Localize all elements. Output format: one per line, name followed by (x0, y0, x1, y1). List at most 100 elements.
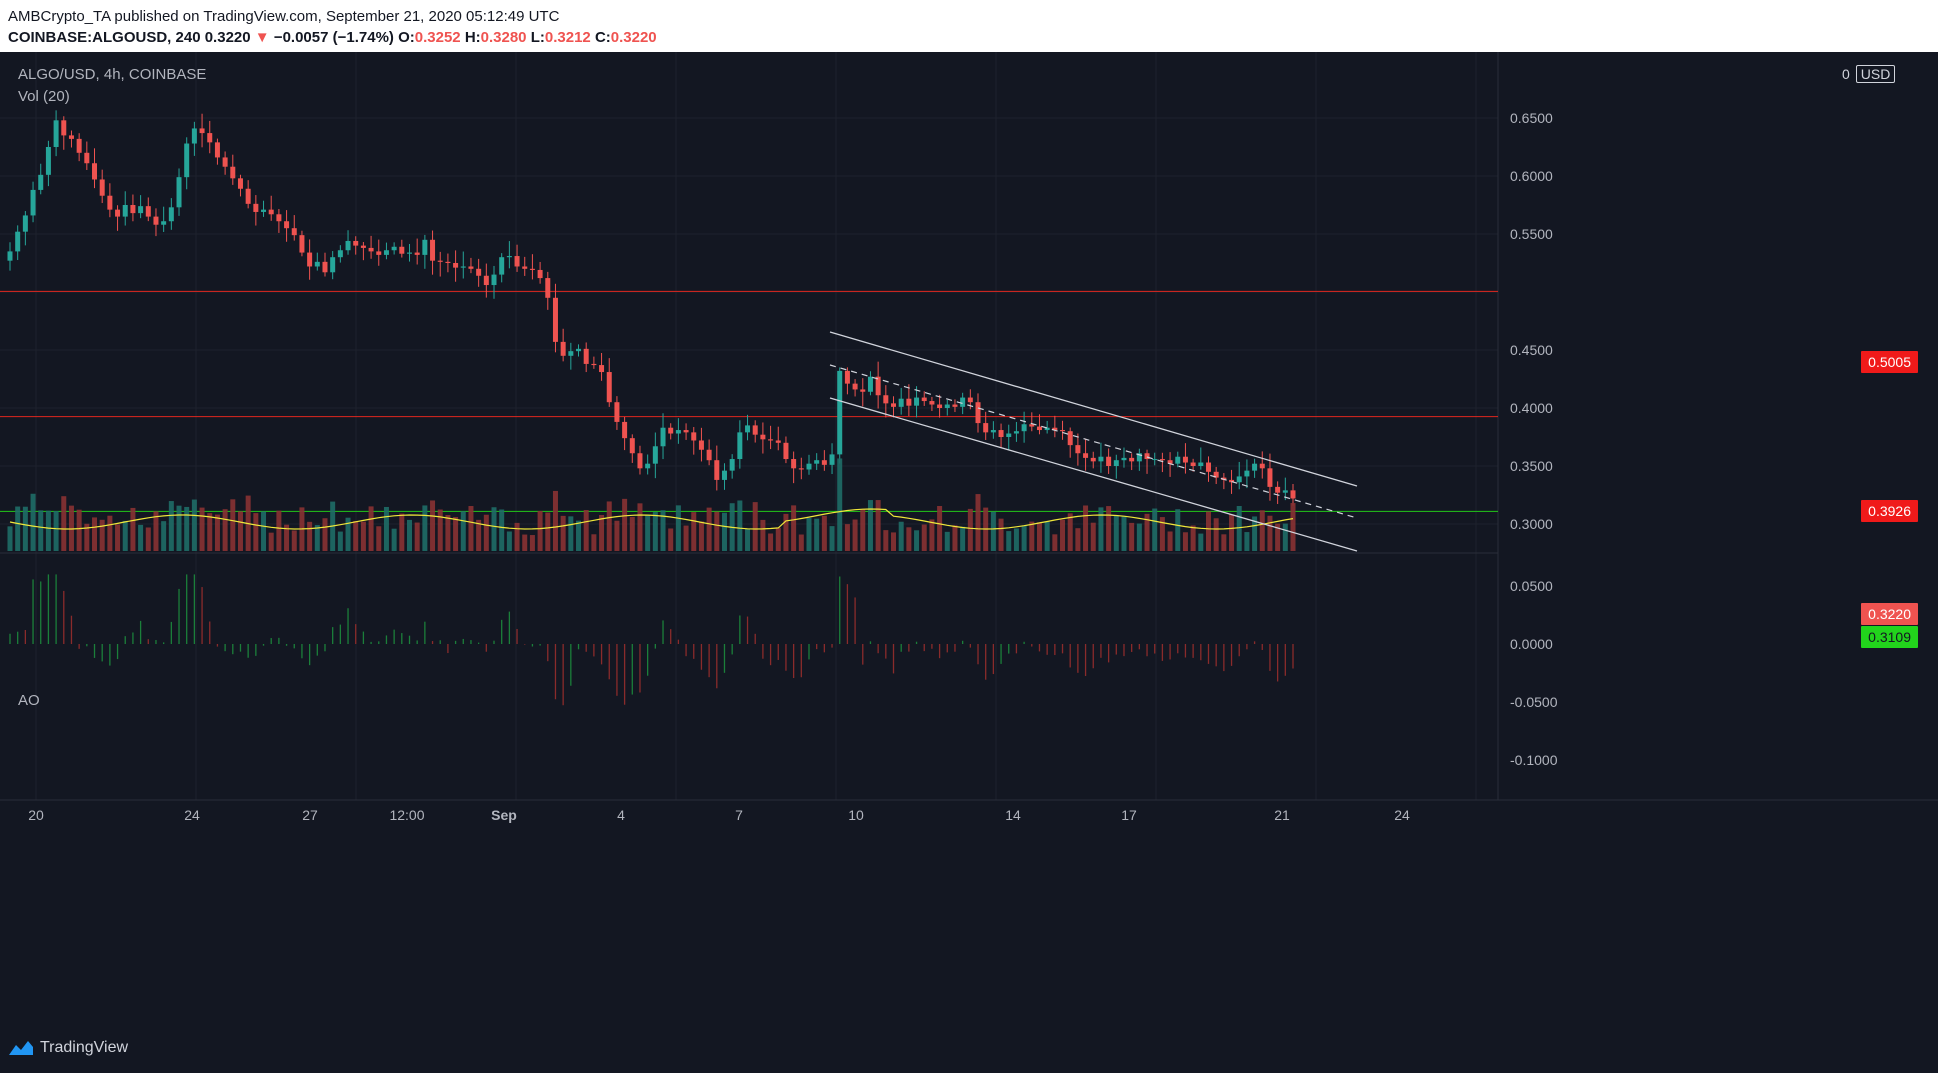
volume-bar (99, 519, 105, 551)
ao-tick-label: -0.1000 (1510, 752, 1558, 768)
candle-body (921, 397, 927, 402)
volume-bar (1221, 534, 1227, 551)
candle-body (706, 449, 712, 461)
volume-bar (1205, 511, 1211, 551)
volume-bar (322, 518, 328, 551)
candle-body (506, 256, 512, 258)
candle-body (1190, 462, 1196, 466)
candle-body (1067, 431, 1073, 446)
price-change: −0.0057 (−1.74%) (273, 29, 394, 46)
candle-body (614, 402, 620, 422)
price-tick-label: 0.3000 (1510, 516, 1553, 532)
candle-body (975, 402, 981, 424)
candle-body (837, 370, 843, 455)
volume-bar (1236, 506, 1242, 551)
candle-body (514, 256, 520, 267)
volume-bar (15, 506, 21, 551)
candle-body (606, 372, 612, 403)
volume-bar (122, 520, 128, 551)
last-price: 0.3220 (204, 29, 251, 46)
high-value: 0.3280 (480, 29, 527, 46)
volume-bar (1144, 513, 1150, 551)
candle-body (737, 432, 743, 460)
candle-body (1090, 457, 1096, 462)
candle-body (1129, 457, 1135, 462)
time-tick-label: 7 (735, 807, 743, 823)
candle-body (775, 440, 781, 443)
candle-body (353, 240, 359, 246)
tradingview-brand[interactable]: TradingView (8, 1039, 128, 1057)
volume-bar (184, 506, 190, 551)
volume-bar (491, 507, 497, 551)
candle-body (399, 246, 405, 254)
currency-label: USD (1855, 65, 1896, 83)
time-tick-label: 10 (848, 807, 864, 823)
chart-canvas[interactable]: 0.6500 0.6000 0.5500 0.4500 0.4000 0.3500 0.30… (0, 52, 1938, 1025)
volume-bar (552, 490, 558, 551)
volume-bar (944, 531, 950, 551)
ao-tick-label: 0.0000 (1510, 636, 1553, 652)
candle-body (798, 468, 804, 470)
volume-bar (975, 494, 981, 551)
candle-body (1244, 470, 1250, 477)
volume-bar (145, 527, 151, 551)
candle-body (76, 138, 82, 153)
candle-body (253, 203, 259, 212)
volume-bar (844, 524, 850, 551)
volume-bar (1029, 521, 1035, 551)
volume-bar (1190, 525, 1196, 551)
level-tag-0.3926: 0.3926 (1861, 500, 1918, 522)
volume-bar (383, 506, 389, 551)
volume-bar (1060, 519, 1066, 551)
volume-bar (990, 511, 996, 551)
volume-bar (1267, 515, 1273, 551)
volume-bar (307, 521, 313, 551)
candle-body (814, 460, 820, 464)
volume-bar (337, 531, 343, 551)
volume-bar (529, 535, 535, 551)
publish-info: AMBCrypto_TA published on TradingView.co… (8, 8, 560, 25)
candle-body (330, 257, 336, 273)
time-tick-label: 24 (184, 807, 200, 823)
open-value: 0.3252 (414, 29, 461, 46)
close-label: C: (594, 29, 611, 46)
candle-body (245, 188, 251, 204)
volume-bar (1198, 533, 1204, 551)
volume-bar (576, 520, 582, 551)
ao-tick-label: -0.0500 (1510, 694, 1558, 710)
volume-bar (675, 505, 681, 551)
candle-body (545, 278, 551, 298)
candle-body (437, 260, 443, 262)
volume-bar (368, 506, 374, 551)
candle-body (184, 143, 190, 178)
price-tick-label: 0.4000 (1510, 400, 1553, 416)
candle-body (745, 425, 751, 433)
volume-bar (1152, 508, 1158, 551)
candle-body (483, 275, 489, 286)
candle-body (1106, 456, 1112, 466)
volume-bar (760, 519, 766, 551)
volume-bar (422, 505, 428, 551)
volume-bar (138, 524, 144, 551)
candle-body (22, 215, 28, 232)
volume-bar (721, 512, 727, 551)
volume-bar (476, 519, 482, 551)
candle-body (376, 251, 382, 255)
volume-bar (1006, 531, 1012, 551)
volume-bar (898, 521, 904, 551)
volume-bar (1052, 534, 1058, 551)
candle-body (783, 442, 789, 460)
candle-body (844, 370, 850, 384)
volume-bar (952, 525, 958, 551)
candle-body (299, 235, 305, 253)
candle-body (1182, 456, 1188, 463)
volume-bar (360, 521, 366, 551)
candle-body (883, 395, 889, 404)
volume-bar (1113, 515, 1119, 551)
candle-body (322, 261, 328, 273)
currency-selector[interactable]: 0 USD (1842, 64, 1896, 84)
volume-bar (706, 507, 712, 551)
candle-body (230, 166, 236, 179)
candle-body (115, 209, 121, 217)
volume-bar (84, 523, 90, 551)
